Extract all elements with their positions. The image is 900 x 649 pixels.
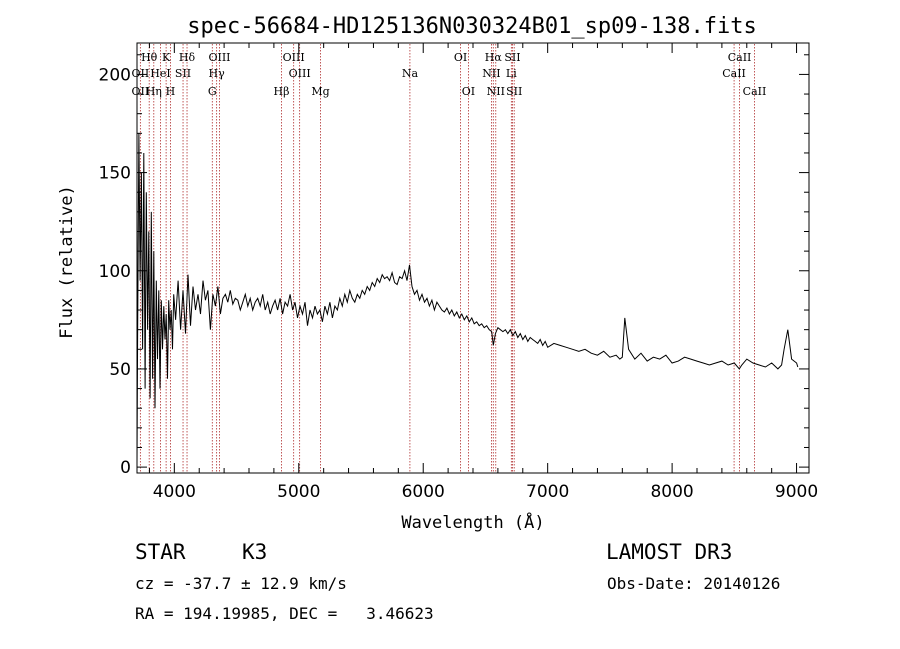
x-axis-ticks: 4000 5000 6000 7000 8000 9000 bbox=[148, 43, 818, 502]
y-tick-label: 100 bbox=[99, 262, 131, 282]
survey-name: LAMOST DR3 bbox=[606, 540, 733, 564]
coordinates-text: RA = 194.19985, DEC = 3.46623 bbox=[135, 604, 434, 623]
spectral-line-label: Mg bbox=[311, 85, 329, 98]
y-tick-label: 0 bbox=[120, 458, 131, 478]
x-tick-label: 7000 bbox=[526, 482, 569, 502]
spectral-line-label: CaII bbox=[743, 85, 767, 98]
x-tick-label: 6000 bbox=[402, 482, 445, 502]
spectral-line-label: NII bbox=[482, 67, 500, 80]
spectral-line-label: HeI bbox=[150, 67, 170, 80]
spectral-line-label: Hβ bbox=[274, 85, 290, 98]
x-tick-label: 5000 bbox=[277, 482, 320, 502]
spectral-line-label: CaII bbox=[728, 51, 752, 64]
x-axis-label: Wavelength (Å) bbox=[401, 511, 544, 533]
plot-frame bbox=[136, 42, 810, 474]
spectral-line-label: Hη bbox=[146, 85, 162, 98]
spectral-line-label: G bbox=[208, 85, 217, 98]
y-tick-label: 150 bbox=[99, 164, 131, 184]
spectral-line-label: SII bbox=[175, 67, 191, 80]
spectral-line-label: OI bbox=[454, 51, 467, 64]
y-tick-label: 200 bbox=[99, 65, 131, 85]
object-subclass: K3 bbox=[242, 540, 268, 564]
x-tick-label: 4000 bbox=[153, 482, 196, 502]
y-tick-label: 50 bbox=[109, 360, 131, 380]
chart-title: spec-56684-HD125136N030324B01_sp09-138.f… bbox=[187, 14, 757, 39]
spectral-line-label: K bbox=[162, 51, 171, 64]
redshift-text: cz = -37.7 ± 12.9 km/s bbox=[135, 574, 347, 593]
spectrum-line bbox=[136, 133, 799, 464]
spectral-line-label: Hα bbox=[485, 51, 503, 64]
spectral-line-label: OII bbox=[132, 85, 150, 98]
spectral-line-markers bbox=[139, 44, 755, 472]
spectral-line-label: OII bbox=[132, 67, 150, 80]
spectral-line-label: OI bbox=[462, 85, 475, 98]
spectral-line-label: OIII bbox=[208, 51, 230, 64]
spectral-line-label: H bbox=[166, 85, 176, 98]
spectral-line-label: SII bbox=[504, 51, 520, 64]
obs-date-text: Obs-Date: 20140126 bbox=[607, 574, 781, 593]
x-tick-label: 9000 bbox=[775, 482, 818, 502]
spectral-line-label: Hγ bbox=[209, 67, 226, 80]
y-axis-label: Flux (relative) bbox=[57, 185, 77, 339]
spectral-line-label: Hδ bbox=[179, 51, 196, 64]
spectral-line-label: Na bbox=[402, 67, 419, 80]
spectral-line-label: NII bbox=[487, 85, 505, 98]
spectral-line-label: OIII bbox=[289, 67, 311, 80]
x-tick-label: 8000 bbox=[650, 482, 693, 502]
spectral-line-label: OIII bbox=[283, 51, 305, 64]
spectral-line-label: SII bbox=[506, 85, 522, 98]
spectral-line-label: Li bbox=[506, 67, 517, 80]
object-class: STAR bbox=[135, 540, 186, 564]
y-axis-ticks: 0 50 100 150 200 bbox=[99, 54, 809, 478]
spectral-line-label: CaII bbox=[722, 67, 746, 80]
spectral-line-label: Hθ bbox=[141, 51, 158, 64]
